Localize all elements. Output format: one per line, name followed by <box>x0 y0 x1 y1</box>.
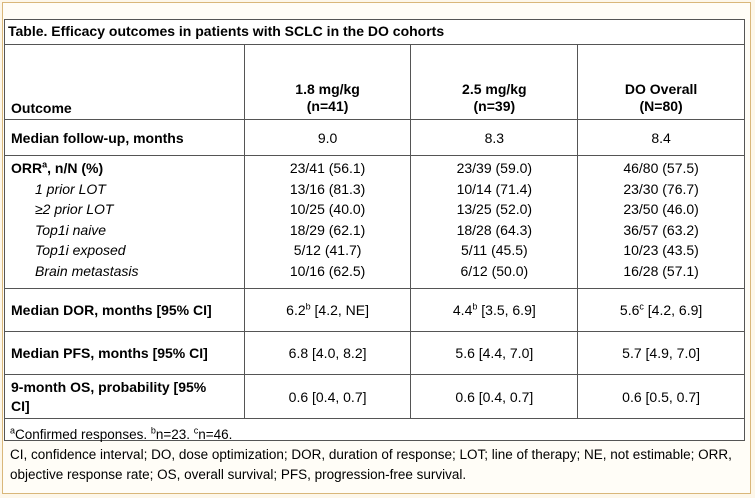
os-label: 9-month OS, probability [95% CI] <box>4 374 245 419</box>
followup-label: Median follow-up, months <box>4 119 245 156</box>
os-v2: 0.6 [0.4, 0.7] <box>410 374 579 419</box>
dor-v1-sup: b <box>305 301 311 312</box>
header-outcome: Outcome <box>4 44 245 120</box>
header-col1-dose: 1.8 mg/kg <box>295 81 360 97</box>
dor-v2-ci: [3.5, 6.9] <box>477 302 536 318</box>
orr-sub4-v3: 16/28 (57.1) <box>623 262 699 279</box>
header-col2-dose: 2.5 mg/kg <box>462 81 527 97</box>
dor-v1: 6.2b [4.2, NE] <box>243 288 412 332</box>
orr-label-pre: ORR <box>11 160 43 176</box>
orr-sub2-v3: 36/57 (63.2) <box>623 221 699 238</box>
dor-v3-sup: c <box>639 301 644 312</box>
orr-sub4-v1: 10/16 (62.5) <box>289 262 366 279</box>
dor-v3-ci: [4.2, 6.9] <box>643 302 703 318</box>
orr-col1: 23/41 (56.1) 13/16 (81.3) 10/25 (40.0) 1… <box>243 155 412 289</box>
footnote-abbreviations: CI, confidence interval; DO, dose optimi… <box>10 447 732 482</box>
row-pfs: Median PFS, months [95% CI] 6.8 [4.0, 8.… <box>4 331 745 375</box>
orr-sub0-v3: 23/30 (76.7) <box>623 180 699 197</box>
pfs-label: Median PFS, months [95% CI] <box>4 331 245 375</box>
header-col-2.5: 2.5 mg/kg (n=39) <box>410 44 579 120</box>
table-title: Table. Efficacy outcomes in patients wit… <box>8 23 445 39</box>
row-orr: ORRa, n/N (%) 1 prior LOT ≥2 prior LOT T… <box>4 155 745 289</box>
footnotes: aConfirmed responses. bn=23. cn=46. CI, … <box>10 425 745 485</box>
orr-col2: 23/39 (59.0) 10/14 (71.4) 13/25 (52.0) 1… <box>410 155 579 289</box>
orr-sub4-v2: 6/12 (50.0) <box>460 262 529 279</box>
orr-sub1-v2: 13/25 (52.0) <box>456 201 533 217</box>
header-col2-n: (n=39) <box>473 98 516 114</box>
os-label-line1: 9-month OS, probability [95% <box>11 378 207 395</box>
dor-v1-main: 6.2 <box>286 302 306 318</box>
orr-sub-label-2: Top1i naive <box>35 221 107 238</box>
orr-v1: 23/41 (56.1) <box>289 160 366 176</box>
os-v1: 0.6 [0.4, 0.7] <box>243 374 412 419</box>
header-col3-n: (N=80) <box>639 98 683 114</box>
dor-label: Median DOR, months [95% CI] <box>4 288 245 332</box>
orr-sub1-v1: 10/25 (40.0) <box>289 201 366 217</box>
footnote-markers: aConfirmed responses. bn=23. cn=46. <box>10 425 745 445</box>
header-col1-n: (n=41) <box>306 98 349 114</box>
footnote-a-sup: a <box>10 425 16 436</box>
orr-sub-label-4: Brain metastasis <box>35 262 139 279</box>
orr-label-post: , n/N (%) <box>47 160 104 176</box>
dor-v3: 5.6c [4.2, 6.9] <box>577 288 745 332</box>
orr-sub3-v3: 10/23 (43.5) <box>623 242 699 258</box>
followup-v1: 9.0 <box>243 119 412 156</box>
dor-v2-main: 4.4 <box>452 302 473 318</box>
row-os: 9-month OS, probability [95% CI] 0.6 [0.4… <box>4 374 745 419</box>
orr-label: ORRa, n/N (%) <box>11 158 238 179</box>
followup-v3: 8.4 <box>577 119 745 156</box>
followup-v2: 8.3 <box>410 119 579 156</box>
footnote-c-text: n=46. <box>198 427 233 442</box>
header-col3-dose: DO Overall <box>624 81 698 97</box>
os-label-line2: CI] <box>11 397 30 414</box>
pfs-v2: 5.6 [4.4, 7.0] <box>410 331 579 375</box>
os-v3: 0.6 [0.5, 0.7] <box>577 374 745 419</box>
header-row: Outcome 1.8 mg/kg (n=41) 2.5 mg/kg (n=39) … <box>4 44 745 120</box>
orr-sub1-v3: 23/50 (46.0) <box>623 201 699 217</box>
orr-sub-label-3: Top1i exposed <box>35 242 126 258</box>
orr-sub-label-1: ≥2 prior LOT <box>35 201 114 217</box>
orr-v3: 46/80 (57.5) <box>623 160 699 176</box>
orr-sub-label-0: 1 prior LOT <box>35 180 106 197</box>
orr-sub2-v1: 18/29 (62.1) <box>289 221 366 238</box>
pfs-v3: 5.7 [4.9, 7.0] <box>577 331 745 375</box>
orr-labels: ORRa, n/N (%) 1 prior LOT ≥2 prior LOT T… <box>4 155 245 289</box>
dor-v2: 4.4b [3.5, 6.9] <box>410 288 579 332</box>
dor-v3-main: 5.6 <box>619 302 640 318</box>
pfs-v1: 6.8 [4.0, 8.2] <box>243 331 412 375</box>
dor-v2-sup: b <box>472 301 478 312</box>
orr-sub3-v2: 5/11 (45.5) <box>460 242 528 258</box>
footnote-b-text: n=23. <box>155 427 194 442</box>
row-followup: Median follow-up, months 9.0 8.3 8.4 <box>4 119 745 156</box>
row-dor: Median DOR, months [95% CI] 6.2b [4.2, N… <box>4 288 745 332</box>
dor-v1-ci: [4.2, NE] <box>310 302 369 318</box>
orr-sub0-v2: 10/14 (71.4) <box>456 180 533 197</box>
orr-sub0-v1: 13/16 (81.3) <box>289 180 366 197</box>
orr-v2: 23/39 (59.0) <box>456 160 533 176</box>
header-col-overall: DO Overall (N=80) <box>577 44 745 120</box>
orr-col3: 46/80 (57.5) 23/30 (76.7) 23/50 (46.0) 3… <box>577 155 745 289</box>
footnote-a-text: Confirmed responses. <box>15 427 151 442</box>
efficacy-table: Outcome 1.8 mg/kg (n=41) 2.5 mg/kg (n=39) … <box>4 44 745 419</box>
orr-sub3-v1: 5/12 (41.7) <box>293 242 362 258</box>
orr-sub2-v2: 18/28 (64.3) <box>456 221 533 238</box>
header-col-1.8: 1.8 mg/kg (n=41) <box>243 44 412 120</box>
footnote-c-sup: c <box>193 425 199 436</box>
footnote-b-sup: b <box>150 425 156 436</box>
orr-label-sup: a <box>42 159 48 170</box>
